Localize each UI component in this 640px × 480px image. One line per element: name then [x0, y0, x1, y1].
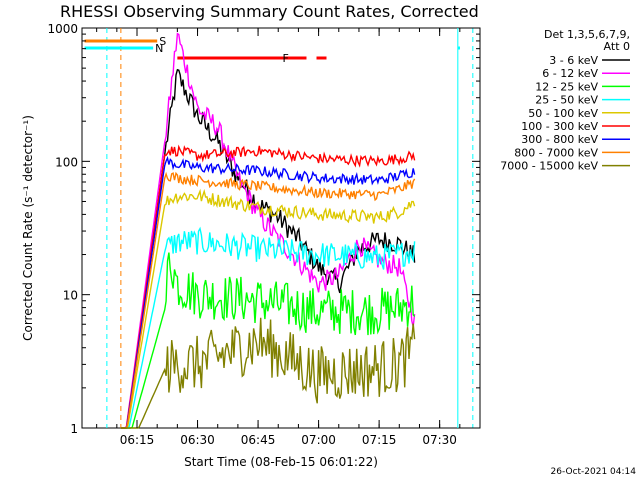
legend-label: 6 - 12 keV	[542, 67, 598, 80]
y-tick-label: 100	[55, 155, 78, 169]
legend-label: 3 - 6 keV	[549, 54, 598, 67]
legend-label: 25 - 50 keV	[535, 94, 598, 107]
legend-label: 800 - 7000 keV	[514, 146, 598, 159]
series-line-4	[120, 188, 416, 429]
legend-label: 300 - 800 keV	[521, 133, 598, 146]
y-tick-label: 1000	[47, 22, 78, 36]
legend-label: 7000 - 15000 keV	[500, 160, 598, 173]
y-tick-label: 1	[70, 422, 78, 436]
legend-label: 100 - 300 keV	[521, 120, 598, 133]
legend-label: 50 - 100 keV	[528, 107, 598, 120]
series-line-1	[120, 32, 416, 429]
flag-label-s: S	[159, 35, 166, 48]
series-line-3	[120, 226, 416, 429]
legend-header-2: Att 0	[604, 40, 630, 53]
series-line-8	[120, 317, 416, 429]
flag-label-f: F	[282, 52, 288, 65]
x-axis-label: Start Time (08-Feb-15 06:01:22)	[184, 455, 378, 469]
x-tick-label: 07:15	[362, 433, 397, 447]
series-line-7	[120, 171, 416, 429]
legend-label: 12 - 25 keV	[535, 80, 598, 93]
chart-title: RHESSI Observing Summary Count Rates, Co…	[60, 2, 479, 21]
flag-label-n: N	[155, 42, 163, 55]
x-tick-label: 06:15	[120, 433, 155, 447]
x-tick-label: 06:30	[180, 433, 215, 447]
marks-layer: SN F	[84, 28, 474, 429]
x-tick-label: 07:30	[422, 433, 457, 447]
y-tick-label: 10	[63, 289, 78, 303]
series-line-5	[120, 144, 416, 429]
x-tick-label: 07:00	[301, 433, 336, 447]
series-line-2	[120, 252, 416, 429]
x-tick-label: 06:45	[241, 433, 276, 447]
y-axis-label: Corrected Count Rate (s⁻¹ detector⁻¹)	[21, 115, 35, 341]
plot-frame	[81, 27, 481, 429]
series-line-6	[120, 155, 416, 429]
generation-timestamp: 26-Oct-2021 04:14	[551, 467, 637, 477]
legend-header-1: Det 1,3,5,6,7,9,	[544, 28, 630, 41]
